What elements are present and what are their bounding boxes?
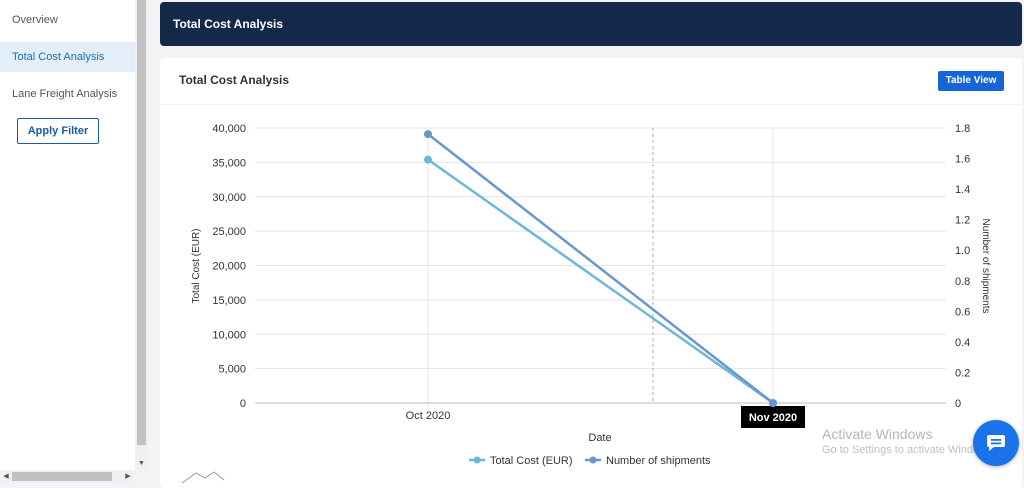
scrollbar-thumb[interactable] bbox=[137, 0, 146, 445]
export-icon bbox=[181, 471, 225, 483]
sidebar-item-overview[interactable]: Overview bbox=[12, 14, 58, 26]
data-point bbox=[424, 155, 432, 164]
y-left-tick-label: 5,000 bbox=[218, 364, 246, 376]
y-right-tick-label: 0.2 bbox=[955, 367, 970, 379]
y-right-tick-label: 1.6 bbox=[955, 154, 970, 166]
x-axis-title: Date bbox=[588, 432, 611, 444]
x-tick-label: Oct 2020 bbox=[406, 410, 451, 422]
y-right-tick-label: 0.8 bbox=[955, 276, 970, 288]
legend-label: Number of shipments bbox=[606, 455, 711, 467]
scrollbar-thumb-horizontal[interactable] bbox=[12, 472, 112, 481]
x-tick-tooltip bbox=[741, 406, 805, 428]
y-right-tick-label: 0 bbox=[955, 398, 961, 410]
legend-marker bbox=[473, 456, 481, 464]
card-divider bbox=[160, 104, 1022, 105]
scroll-right-icon[interactable]: ▶ bbox=[125, 473, 131, 480]
y-right-axis-title: Number of shipments bbox=[980, 218, 991, 313]
series-line bbox=[427, 133, 774, 404]
y-left-tick-label: 0 bbox=[240, 398, 246, 410]
table-view-button[interactable]: Table View bbox=[938, 71, 1004, 91]
x-tick-label: Nov 2020 bbox=[749, 412, 797, 424]
sidebar: Overview Total Cost Analysis Lane Freigh… bbox=[0, 0, 135, 483]
page-title: Total Cost Analysis bbox=[173, 17, 284, 31]
y-right-tick-label: 0.6 bbox=[955, 306, 970, 318]
data-point bbox=[769, 399, 777, 407]
sidebar-horizontal-scrollbar[interactable]: ◀ ▶ bbox=[0, 470, 135, 483]
activate-windows-watermark: Activate Windows bbox=[822, 426, 933, 442]
chat-button[interactable] bbox=[973, 420, 1019, 466]
y-left-tick-label: 30,000 bbox=[212, 192, 246, 204]
y-left-tick-label: 10,000 bbox=[212, 329, 246, 341]
y-left-tick-label: 25,000 bbox=[212, 226, 246, 238]
series-line bbox=[427, 158, 774, 405]
y-left-tick-label: 15,000 bbox=[212, 295, 246, 307]
sidebar-item-total-cost-analysis[interactable]: Total Cost Analysis bbox=[0, 42, 135, 72]
scroll-left-icon[interactable]: ◀ bbox=[3, 473, 9, 480]
y-left-tick-label: 40,000 bbox=[212, 123, 246, 135]
y-left-axis-title: Total Cost (EUR) bbox=[191, 228, 202, 303]
legend-label: Total Cost (EUR) bbox=[490, 455, 573, 467]
y-right-tick-label: 1.2 bbox=[955, 215, 970, 227]
legend-marker bbox=[589, 456, 597, 464]
data-point bbox=[424, 130, 432, 139]
y-left-tick-label: 20,000 bbox=[212, 261, 246, 273]
sidebar-item-lane-freight-analysis[interactable]: Lane Freight Analysis bbox=[12, 88, 118, 100]
chart-card: Total Cost Analysis Table View bbox=[160, 58, 1022, 488]
sidebar-vertical-scrollbar[interactable]: ▲ ▼ bbox=[135, 0, 148, 470]
chat-icon bbox=[987, 435, 1005, 451]
y-right-tick-label: 1.0 bbox=[955, 245, 970, 257]
y-left-tick-label: 35,000 bbox=[212, 157, 246, 169]
y-right-tick-label: 0.4 bbox=[955, 337, 970, 349]
card-title: Total Cost Analysis bbox=[179, 73, 290, 87]
activate-windows-hint: Go to Settings to activate Windows. bbox=[822, 444, 996, 456]
apply-filter-button[interactable]: Apply Filter bbox=[17, 118, 99, 144]
page-header: Total Cost Analysis bbox=[160, 2, 1022, 46]
scroll-down-icon[interactable]: ▼ bbox=[138, 460, 145, 467]
y-right-tick-label: 1.4 bbox=[955, 184, 970, 196]
y-right-tick-label: 1.8 bbox=[955, 123, 970, 135]
